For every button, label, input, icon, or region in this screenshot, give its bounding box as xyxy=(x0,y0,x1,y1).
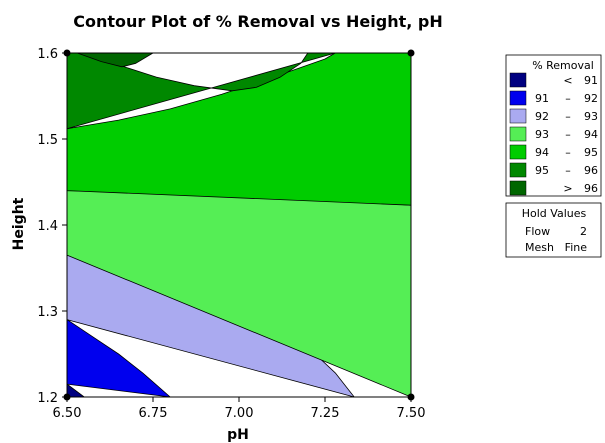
legend-separator: – xyxy=(565,128,571,141)
hold-value-name: Mesh xyxy=(525,241,554,254)
y-axis: 1.2 1.3 1.4 1.5 1.6 xyxy=(37,47,67,406)
y-tick-label: 1.4 xyxy=(37,219,58,234)
legend-swatch xyxy=(509,144,527,160)
plot-area xyxy=(63,49,415,401)
hold-values-title: Hold Values xyxy=(522,207,587,220)
contour-regions xyxy=(66,52,412,398)
legend-separator: – xyxy=(565,164,571,177)
legend-low: 94 xyxy=(535,146,549,159)
hold-values-rows: Flow 2 Mesh Fine xyxy=(525,225,587,254)
legend-high: 96 xyxy=(584,182,598,195)
chart-title: Contour Plot of % Removal vs Height, pH xyxy=(73,12,443,31)
corner-marker-2 xyxy=(407,49,415,57)
y-tick-label: 1.3 xyxy=(37,305,58,320)
legend-separator: < xyxy=(563,74,572,87)
hold-values-box: Hold Values Flow 2 Mesh Fine xyxy=(505,202,602,258)
legend-separator: – xyxy=(565,146,571,159)
y-tick-label: 1.5 xyxy=(37,133,58,148)
x-tick-label: 7.25 xyxy=(311,406,340,421)
x-tick-label: 7.50 xyxy=(397,406,426,421)
hold-value-value: 2 xyxy=(580,225,587,238)
legend-title: % Removal xyxy=(532,59,594,72)
legend-swatch xyxy=(509,72,527,88)
legend-high: 92 xyxy=(584,92,598,105)
hold-value-value: Fine xyxy=(565,241,588,254)
legend-low: 95 xyxy=(535,164,549,177)
legend-low: 92 xyxy=(535,110,549,123)
x-tick-label: 7.00 xyxy=(225,406,254,421)
legend-separator: – xyxy=(565,92,571,105)
legend-swatch xyxy=(509,90,527,106)
x-tick-label: 6.75 xyxy=(139,406,168,421)
y-tick-label: 1.6 xyxy=(37,47,58,62)
hold-values-frame xyxy=(505,202,602,258)
y-tick-label: 1.2 xyxy=(37,391,58,406)
x-axis: 6.50 6.75 7.00 7.25 7.50 xyxy=(53,397,426,421)
legend-low: 91 xyxy=(535,92,549,105)
y-axis-label: Height xyxy=(11,197,27,250)
legend-swatch xyxy=(509,162,527,178)
legend-swatch xyxy=(509,108,527,124)
hold-value-name: Flow xyxy=(525,225,550,238)
legend-separator: – xyxy=(565,110,571,123)
legend-high: 91 xyxy=(584,74,598,87)
x-axis-label: pH xyxy=(227,427,249,443)
legend-high: 96 xyxy=(584,164,598,177)
legend-high: 95 xyxy=(584,146,598,159)
legend-high: 93 xyxy=(584,110,598,123)
legend-swatch xyxy=(509,180,527,196)
legend-high: 94 xyxy=(584,128,598,141)
legend-low: 93 xyxy=(535,128,549,141)
legend-swatch xyxy=(509,126,527,142)
x-tick-label: 6.50 xyxy=(53,406,82,421)
legend-separator: > xyxy=(563,182,572,195)
